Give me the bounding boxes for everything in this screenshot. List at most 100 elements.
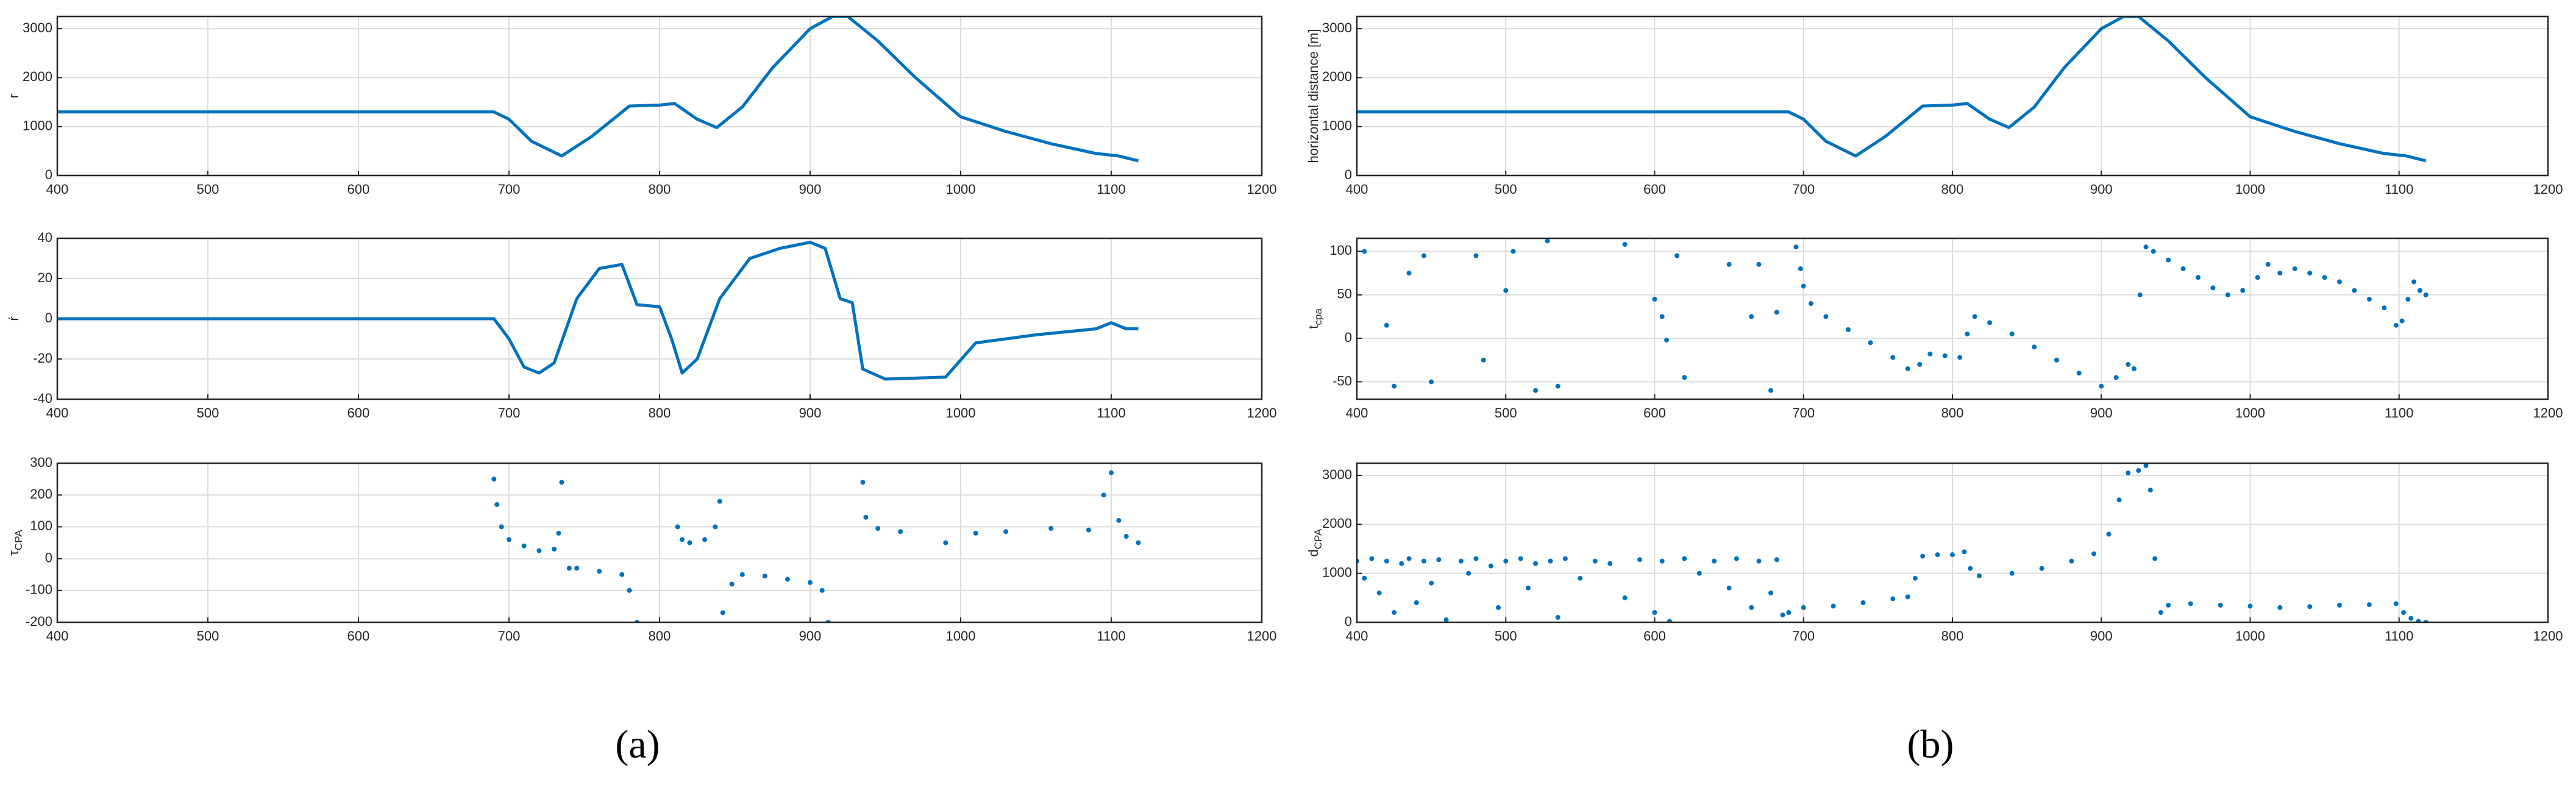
x-tick-label: 1100 (1097, 628, 1125, 644)
x-tick-label: 500 (197, 405, 219, 421)
x-tick-label: 400 (1346, 405, 1368, 421)
data-point (1942, 353, 1948, 358)
data-point (619, 572, 625, 577)
data-point (1123, 534, 1129, 539)
data-point (2113, 375, 2119, 380)
data-point (1578, 575, 1583, 581)
data-point (2240, 288, 2246, 293)
y-tick-label: 20 (38, 270, 52, 285)
x-tick-label: 1200 (2533, 628, 2563, 644)
data-point (739, 572, 745, 577)
data-point (2151, 249, 2156, 254)
data-point (521, 543, 527, 549)
data-point (1406, 271, 1412, 276)
data-point (1429, 580, 1434, 586)
x-tick-label: 1200 (1247, 182, 1277, 197)
data-point (1525, 585, 1531, 591)
y-tick-label: 1000 (1322, 565, 1352, 580)
data-point (536, 548, 542, 553)
data-point (2352, 288, 2357, 293)
data-point (2126, 361, 2131, 367)
data-point (680, 537, 685, 542)
y-tick-label: 3000 (1322, 467, 1352, 482)
data-point (2393, 601, 2399, 606)
data-point (1592, 558, 1598, 564)
axes-box (56, 15, 1263, 177)
data-point (1965, 331, 1970, 336)
data-point (2292, 266, 2297, 271)
data-point (1548, 558, 1553, 564)
y-tick-label: 2000 (1322, 516, 1352, 531)
x-tick-label: 500 (1495, 405, 1517, 421)
x-tick-label: 900 (2090, 628, 2113, 644)
data-point (2366, 602, 2372, 608)
x-tick-label: 600 (1643, 182, 1666, 197)
y-tick-label: 0 (45, 167, 52, 182)
x-tick-label: 600 (347, 182, 370, 197)
data-point (1369, 556, 1375, 561)
data-point (2401, 609, 2407, 615)
data-point (1116, 517, 1122, 523)
x-tick-label: 500 (197, 182, 219, 197)
subplot: 400 500 600 700 800 900 1000 1100 1200 -40 -20 0 20 4… (6, 230, 1277, 421)
data-point (2091, 551, 2097, 556)
data-point (597, 569, 602, 574)
subplot: 400 500 600 700 800 900 1000 1100 1200 0 1000 2000 3… (1306, 462, 2563, 644)
axes-box (1356, 462, 2549, 623)
data-point (1652, 296, 1657, 302)
data-point (1860, 600, 1866, 605)
x-tick-label: 800 (649, 182, 671, 197)
x-tick-label: 1200 (1247, 405, 1277, 421)
y-tick-label: 100 (1329, 243, 1352, 258)
x-tick-label: 900 (799, 182, 822, 197)
data-point (1384, 558, 1389, 564)
data-point (1399, 561, 1404, 566)
data-point (1920, 553, 1926, 559)
data-point (1667, 619, 1672, 622)
data-point (1712, 558, 1717, 564)
data-point (1726, 261, 1732, 267)
data-point (1905, 594, 1910, 600)
data-point (1950, 552, 1955, 558)
data-point (1823, 314, 1829, 319)
data-point (1429, 379, 1434, 385)
data-point (2307, 604, 2313, 609)
y-axis-label: tcpa (1306, 308, 1325, 329)
data-point (1682, 556, 1687, 561)
data-point (687, 540, 692, 545)
data-point (1136, 540, 1141, 545)
axes-box (1356, 15, 2549, 177)
data-point (1793, 244, 1799, 250)
y-tick-label: 0 (1345, 167, 1352, 182)
data-point (2408, 616, 2414, 621)
x-tick-label: 700 (498, 628, 521, 644)
data-point (1414, 600, 1419, 605)
data-point (2411, 279, 2417, 285)
x-tick-label: 900 (2090, 182, 2113, 197)
data-point (2143, 463, 2149, 469)
data-point (1774, 310, 1779, 315)
data-point (1392, 383, 1397, 389)
data-point (875, 526, 881, 531)
x-tick-label: 700 (498, 405, 521, 421)
data-point (1987, 320, 1993, 325)
data-point (2166, 602, 2171, 608)
data-point (1421, 558, 1426, 564)
data-point (1976, 573, 1982, 578)
y-tick-label: 50 (1337, 286, 1352, 302)
x-tick-label: 1000 (2235, 182, 2265, 197)
x-tick-label: 700 (1792, 405, 1815, 421)
y-tick-label: 200 (30, 486, 52, 502)
x-tick-label: 800 (1941, 628, 1964, 644)
data-point (1466, 570, 1471, 576)
subplot: 400 500 600 700 800 900 1000 1100 1200 -200 -100 0 1… (6, 455, 1277, 644)
y-axis-label-sub: cpa (1312, 308, 1324, 325)
panel-label: (a) (615, 722, 660, 767)
data-point (2126, 471, 2131, 476)
data-point (2417, 288, 2422, 293)
axes-box (1356, 237, 2549, 400)
data-point (2032, 344, 2037, 350)
data-point (2152, 556, 2158, 561)
x-tick-label: 900 (2090, 405, 2113, 421)
data-point (2039, 566, 2044, 571)
